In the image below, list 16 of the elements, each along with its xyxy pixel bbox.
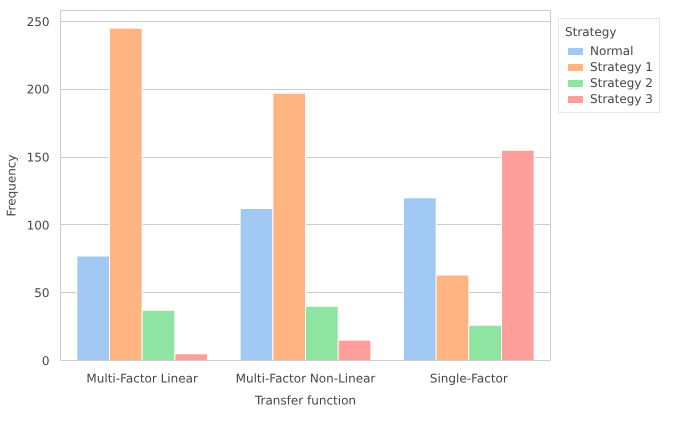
legend-label: Normal: [590, 44, 634, 58]
y-tick-label: 50: [34, 286, 50, 300]
legend-label: Strategy 2: [590, 76, 653, 90]
y-tick-label: 0: [42, 354, 50, 368]
y-axis-title: Frequency: [4, 154, 19, 216]
x-tick-label: Multi-Factor Non-Linear: [236, 372, 376, 386]
x-tick-label: Multi-Factor Linear: [86, 372, 198, 386]
legend-label: Strategy 3: [590, 92, 653, 106]
x-axis-title: Transfer function: [254, 394, 356, 408]
y-tick-label: 250: [26, 14, 50, 29]
legend-title: Strategy: [565, 25, 618, 39]
y-tick-label: 100: [26, 218, 50, 232]
y-tick-label: 150: [26, 150, 50, 165]
x-tick-label: Single-Factor: [430, 372, 508, 386]
y-tick-label: 200: [26, 82, 50, 97]
legend-label: Strategy 1: [590, 60, 653, 74]
